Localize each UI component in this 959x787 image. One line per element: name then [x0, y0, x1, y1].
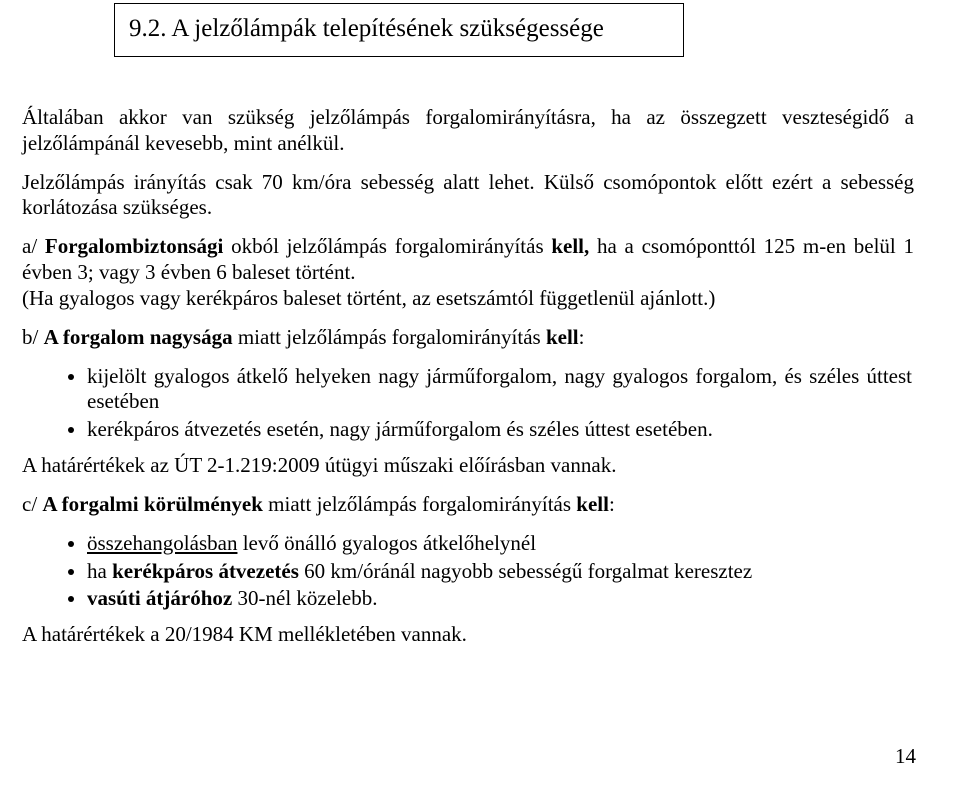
paragraph: b/ A forgalom nagysága miatt jelzőlámpás…: [22, 325, 914, 351]
list-item: kijelölt gyalogos átkelő helyeken nagy j…: [87, 364, 914, 416]
paragraph: A határértékek az ÚT 2-1.219:2009 útügyi…: [22, 453, 914, 479]
text: 30-nél közelebb.: [232, 586, 377, 610]
bold-text: kell: [576, 492, 609, 516]
text: kerékpáros átvezetés esetén, nagy járműf…: [87, 417, 713, 441]
text: :: [579, 325, 585, 349]
bold-text: kell: [546, 325, 579, 349]
bold-text: kell,: [551, 234, 589, 258]
document-page: 9.2. A jelzőlámpák telepítésének szükség…: [0, 0, 959, 787]
text: A határértékek a 20/1984 KM mellékletébe…: [22, 622, 467, 646]
page-number: 14: [895, 744, 916, 769]
text: c/: [22, 492, 42, 516]
bold-text: A forgalmi körülmények: [42, 492, 263, 516]
text: Általában akkor van szükség jelzőlámpás …: [22, 105, 914, 155]
section-heading: 9.2. A jelzőlámpák telepítésének szükség…: [114, 3, 684, 57]
bullet-list: kijelölt gyalogos átkelő helyeken nagy j…: [22, 364, 914, 443]
section-heading-box: 9.2. A jelzőlámpák telepítésének szükség…: [114, 3, 684, 57]
text: (Ha gyalogos vagy kerékpáros baleset tör…: [22, 286, 715, 310]
text: A határértékek az ÚT 2-1.219:2009 útügyi…: [22, 453, 616, 477]
bullet-list: összehangolásban levő önálló gyalogos át…: [22, 531, 914, 612]
text: Jelzőlámpás irányítás csak 70 km/óra seb…: [22, 170, 914, 220]
text: ha: [87, 559, 112, 583]
paragraph: c/ A forgalmi körülmények miatt jelzőlám…: [22, 492, 914, 518]
text: :: [609, 492, 615, 516]
list-item: ha kerékpáros átvezetés 60 km/óránál nag…: [87, 559, 914, 585]
text: 60 km/óránál nagyobb sebességű forgalmat…: [299, 559, 752, 583]
underline-text: összehangolásban: [87, 531, 237, 555]
paragraph: Jelzőlámpás irányítás csak 70 km/óra seb…: [22, 170, 914, 222]
bold-text: Forgalombiztonsági: [45, 234, 224, 258]
bold-text: vasúti átjáróhoz: [87, 586, 232, 610]
text: miatt jelzőlámpás forgalomirányítás: [233, 325, 546, 349]
text: kijelölt gyalogos átkelő helyeken nagy j…: [87, 364, 912, 414]
bold-text: A forgalom nagysága: [44, 325, 233, 349]
text: levő önálló gyalogos átkelőhelynél: [237, 531, 536, 555]
paragraph: a/ Forgalombiztonsági okból jelzőlámpás …: [22, 234, 914, 311]
text: okból jelzőlámpás forgalomirányítás: [223, 234, 551, 258]
text: b/: [22, 325, 44, 349]
list-item: kerékpáros átvezetés esetén, nagy járműf…: [87, 417, 914, 443]
list-item: összehangolásban levő önálló gyalogos át…: [87, 531, 914, 557]
paragraph: Általában akkor van szükség jelzőlámpás …: [22, 105, 914, 157]
document-body: Általában akkor van szükség jelzőlámpás …: [22, 105, 914, 648]
list-item: vasúti átjáróhoz 30-nél közelebb.: [87, 586, 914, 612]
text: a/: [22, 234, 45, 258]
text: miatt jelzőlámpás forgalomirányítás: [263, 492, 576, 516]
bold-text: kerékpáros átvezetés: [112, 559, 299, 583]
heading-text: 9.2. A jelzőlámpák telepítésének szükség…: [129, 15, 604, 42]
paragraph: A határértékek a 20/1984 KM mellékletébe…: [22, 622, 914, 648]
